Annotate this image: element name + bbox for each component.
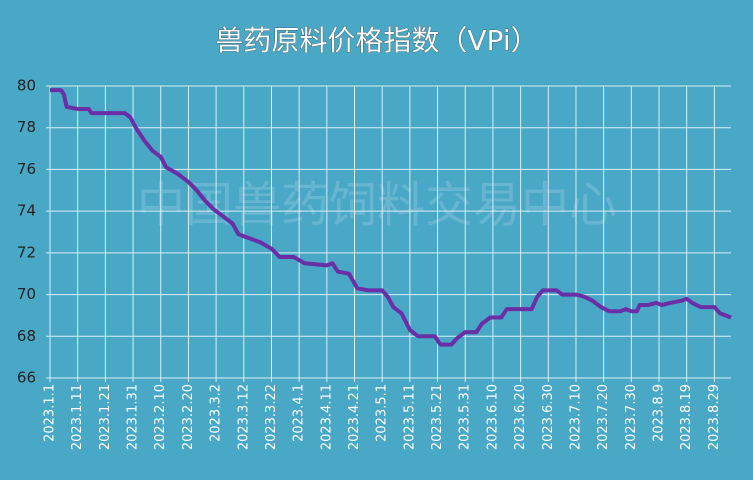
y-tick-label: 70 — [17, 285, 36, 303]
chart-title: 兽药原料价格指数（VPi） — [215, 24, 538, 57]
x-tick-label: 2023.8.19 — [679, 384, 694, 450]
y-tick-label: 66 — [17, 369, 36, 387]
x-tick-label: 2023.6.30 — [541, 384, 556, 450]
line-series — [50, 88, 732, 347]
y-tick-label: 78 — [17, 118, 36, 136]
x-tick-label: 2023.4.21 — [347, 384, 362, 450]
y-tick-label: 80 — [17, 77, 36, 95]
x-tick-label: 2023.1.31 — [126, 384, 141, 450]
y-tick-label: 72 — [17, 243, 36, 261]
x-tick-label: 2023.6.10 — [485, 384, 500, 450]
x-tick-label: 2023.5.11 — [402, 384, 417, 450]
x-tick-label: 2023.5.1 — [375, 384, 390, 442]
x-tick-label: 2023.3.2 — [209, 384, 224, 442]
x-tick-label: 2023.3.22 — [264, 384, 279, 450]
x-tick-label: 2023.8.29 — [707, 384, 722, 450]
x-tick-label: 2023.8.9 — [652, 384, 667, 442]
x-tick-label: 2023.7.30 — [624, 384, 639, 450]
x-tick-label: 2023.3.12 — [236, 384, 251, 450]
x-tick-label: 2023.2.20 — [181, 384, 196, 450]
x-tick-label: 2023.4.11 — [319, 384, 334, 450]
watermark: 中国兽药饲料交易中心 — [137, 177, 617, 233]
x-tick-label: 2023.1.1 — [43, 384, 58, 442]
x-tick-label: 2023.7.20 — [596, 384, 611, 450]
x-tick-label: 2023.5.31 — [458, 384, 473, 450]
x-tick-label: 2023.1.21 — [98, 384, 113, 450]
x-tick-label: 2023.2.10 — [153, 384, 168, 450]
y-tick-label: 74 — [17, 202, 36, 220]
x-tick-label: 2023.4.1 — [292, 384, 307, 442]
y-tick-label: 68 — [17, 327, 36, 345]
x-tick-label: 2023.7.10 — [568, 384, 583, 450]
x-tick-label: 2023.1.11 — [70, 384, 85, 450]
x-tick-label: 2023.5.21 — [430, 384, 445, 450]
y-tick-label: 76 — [17, 160, 36, 178]
x-tick-label: 2023.6.20 — [513, 384, 528, 450]
